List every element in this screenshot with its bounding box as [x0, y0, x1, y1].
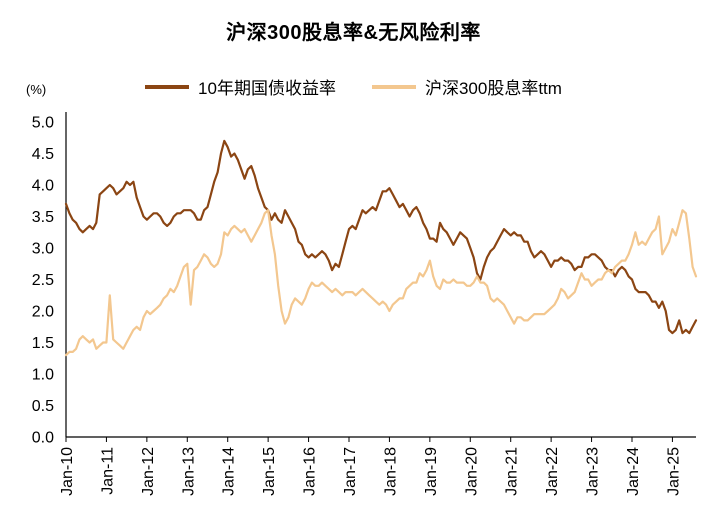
y-tick-label: 2.0 [32, 304, 54, 321]
x-tick-label: Jan-19 [423, 447, 440, 496]
x-tick-label: Jan-21 [504, 447, 521, 496]
y-tick-label: 3.0 [32, 241, 54, 258]
x-tick-label: Jan-16 [302, 447, 319, 496]
y-tick-label: 4.5 [32, 146, 54, 163]
x-tick-label: Jan-13 [180, 447, 197, 496]
legend-label-dividend: 沪深300股息率ttm [424, 79, 562, 98]
x-tick-label: Jan-12 [140, 447, 157, 496]
x-tick-label: Jan-23 [585, 447, 602, 496]
y-tick-label: 4.0 [32, 178, 54, 195]
y-tick-label: 0.0 [32, 430, 54, 447]
legend-label-treasury: 10年期国债收益率 [198, 79, 336, 98]
series-line-csi300-dividend-ttm [64, 209, 698, 357]
x-tick-label: Jan-17 [342, 447, 359, 496]
legend-item-dividend: 沪深300股息率ttm [371, 74, 562, 99]
y-tick-label: 0.5 [32, 398, 54, 415]
series-line-treasury-10y [64, 139, 698, 335]
x-tick-label: Jan-24 [625, 447, 642, 496]
y-tick-label: 1.5 [32, 335, 54, 352]
y-tick-label: 1.0 [32, 367, 54, 384]
x-tick-label: Jan-25 [665, 447, 682, 496]
x-tick-label: Jan-20 [463, 447, 480, 496]
y-tick-label: 5.0 [32, 115, 54, 132]
y-tick-label: 3.5 [32, 209, 54, 226]
x-tick-label: Jan-14 [221, 447, 238, 496]
x-tick-label: Jan-18 [382, 447, 399, 496]
y-axis-unit-label: (%) [26, 82, 47, 97]
x-tick-label: Jan-22 [544, 447, 561, 496]
chart-title: 沪深300股息率&无风险利率 [226, 22, 481, 44]
legend-line-swatch-treasury [145, 84, 190, 89]
x-tick-label: Jan-15 [261, 447, 278, 496]
x-tick-label: Jan-11 [99, 447, 116, 495]
x-tick-label: Jan-10 [59, 447, 76, 496]
chart-legend: 10年期国债收益率 沪深300股息率ttm [0, 74, 707, 99]
legend-item-treasury: 10年期国债收益率 [145, 74, 336, 99]
y-tick-label: 2.5 [32, 272, 54, 289]
legend-line-swatch-dividend [371, 84, 416, 89]
